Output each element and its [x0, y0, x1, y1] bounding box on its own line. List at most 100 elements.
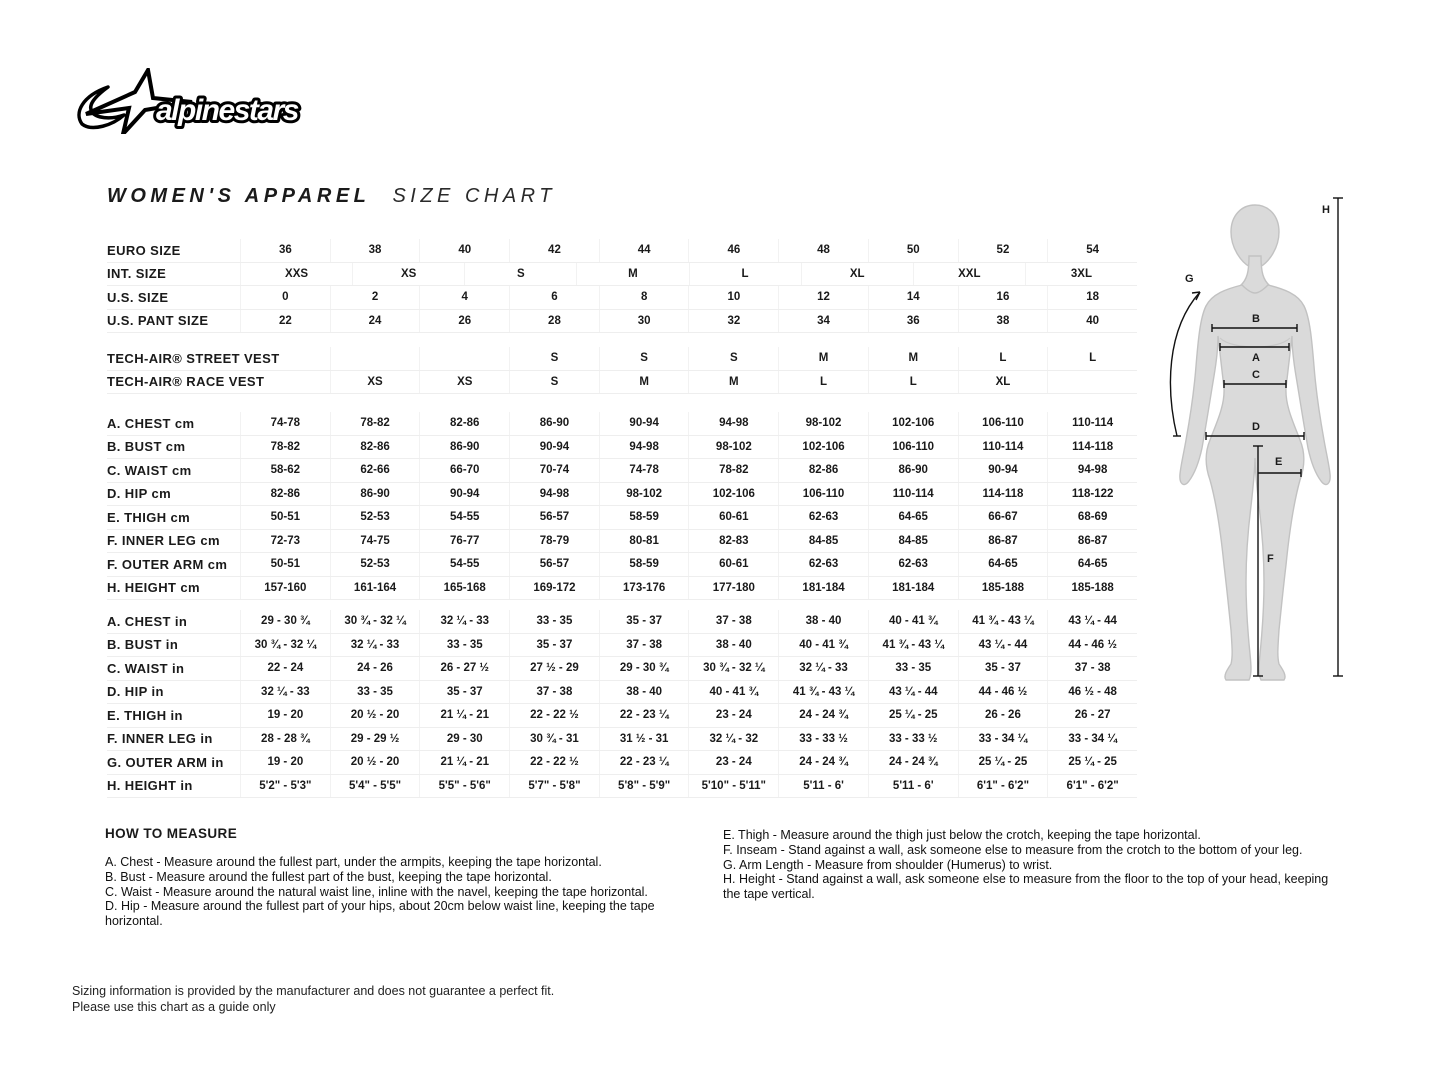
table-cell: 44 - 46 ½ — [1047, 633, 1137, 656]
table-cell: 60-61 — [688, 553, 778, 576]
table-cell: 43 ¼ - 44 — [867, 680, 958, 703]
table-cell: 44 — [598, 239, 689, 262]
table-cell: 60-61 — [688, 506, 778, 529]
size-table: EURO SIZE 36 38 40 42 44 46 48 50 52 54 INT. SIZE XX… — [107, 239, 1137, 798]
table-row: H. HEIGHT cm 157-160 161-164 165-168 169-172… — [107, 576, 1137, 600]
table-cell: 173-176 — [598, 576, 689, 599]
row-label: H. HEIGHT cm — [107, 580, 200, 596]
row-label: B. BUST cm — [107, 439, 186, 455]
table-cell: 30 ¾ - 32 ¼ — [329, 610, 420, 633]
hip-line — [1205, 432, 1305, 440]
table-cell: 33 - 33 ½ — [778, 727, 868, 750]
table-cell: 38 - 40 — [688, 633, 778, 656]
measure-item: G. Arm Length - Measure from shoulder (H… — [723, 857, 1053, 872]
table-cell: 32 ¼ - 33 — [419, 610, 509, 633]
row-label: E. THIGH in — [107, 707, 183, 723]
row-label: TECH-AIR® RACE VEST — [107, 374, 265, 390]
table-cell: 66-67 — [957, 506, 1048, 529]
table-cell: 50-51 — [240, 553, 330, 576]
table-cell: 33 - 34 ¼ — [957, 727, 1048, 750]
page-title-main: WOMEN'S APPAREL — [107, 185, 371, 207]
table-cell: XS — [419, 370, 509, 393]
table-cell: 21 ¼ - 21 — [419, 704, 509, 727]
figure-label-f: F — [1267, 553, 1274, 565]
table-row: U.S. SIZE 0 2 4 6 8 10 12 14 16 18 — [107, 286, 1137, 310]
measure-item: D. Hip - Measure around the fullest part… — [105, 899, 655, 929]
table-cell: 62-63 — [867, 553, 958, 576]
measure-item: B. Bust - Measure around the fullest par… — [105, 869, 552, 884]
table-cell: 41 ¾ - 43 ¼ — [867, 633, 958, 656]
table-cell: 34 — [778, 309, 868, 332]
table-cell: 22 - 22 ½ — [509, 751, 599, 774]
disclaimer-line-2: Please use this chart as a guide only — [72, 999, 276, 1014]
row-label: E. THIGH cm — [107, 509, 191, 525]
table-cell: 5'10" - 5'11" — [688, 774, 778, 797]
row-label: U.S. SIZE — [107, 289, 169, 305]
table-row: D. HIP cm 82-86 86-90 90-94 94-98 98-102 102-1… — [107, 482, 1137, 506]
table-cell: 64-65 — [1047, 553, 1137, 576]
table-cell: 26 — [419, 309, 509, 332]
table-cell: 98-102 — [688, 435, 778, 458]
table-cell: 19 - 20 — [240, 751, 330, 774]
table-section-gap — [107, 600, 1137, 610]
table-cell: 62-63 — [778, 553, 868, 576]
table-cell: 37 - 38 — [1047, 657, 1137, 680]
table-row: TECH-AIR® RACE VEST XS XS S M M L L XL — [107, 370, 1137, 394]
chest-line — [1219, 343, 1290, 351]
table-row: A. CHEST cm 74-78 78-82 82-86 86-90 90-94 94-9… — [107, 412, 1137, 436]
table-cell: 24 - 24 ¾ — [778, 751, 868, 774]
table-cell: 58-59 — [598, 506, 689, 529]
table-cell: 64-65 — [867, 506, 958, 529]
table-cell: 165-168 — [419, 576, 509, 599]
table-row: G. OUTER ARM in 19 - 20 20 ½ - 20 21 ¼ - 21… — [107, 751, 1137, 775]
table-cell: 50 — [867, 239, 958, 262]
table-cell: 19 - 20 — [240, 704, 330, 727]
table-cell: 56-57 — [509, 553, 599, 576]
table-cell: 118-122 — [1047, 482, 1137, 505]
table-cell: 36 — [867, 309, 958, 332]
how-to-measure-left: HOW TO MEASURE A. Chest - Measure around… — [105, 826, 705, 929]
row-label: B. BUST in — [107, 637, 179, 653]
table-cell: 48 — [778, 239, 868, 262]
table-cell: 30 ¾ - 32 ¼ — [240, 633, 330, 656]
table-cell: 106-110 — [957, 412, 1048, 435]
table-cell: 52 — [957, 239, 1048, 262]
table-cell: 40 - 41 ¾ — [867, 610, 958, 633]
row-label: INT. SIZE — [107, 266, 167, 282]
measure-item: C. Waist - Measure around the natural wa… — [105, 884, 648, 899]
table-section-inches: A. CHEST in 29 - 30 ¾ 30 ¾ - 32 ¼ 32 ¼ - 33… — [107, 610, 1137, 798]
table-cell: 10 — [688, 286, 778, 309]
row-label: G. OUTER ARM in — [107, 754, 224, 770]
table-cell: 102-106 — [688, 482, 778, 505]
table-cell: 40 — [1047, 309, 1137, 332]
logo-wordmark-outline: alpinestars — [156, 94, 299, 127]
table-cell: 169-172 — [509, 576, 599, 599]
table-cell: 32 ¼ - 32 — [688, 727, 778, 750]
table-section-techair: TECH-AIR® STREET VEST S S S M M L L TECH-AIR® RA… — [107, 347, 1137, 394]
table-cell: 185-188 — [957, 576, 1048, 599]
table-cell: 37 - 38 — [509, 680, 599, 703]
table-cell: XL — [800, 262, 913, 285]
table-cell: L — [1047, 347, 1137, 370]
table-cell: 38 — [957, 309, 1048, 332]
table-cell: M — [778, 347, 868, 370]
how-to-measure-heading: HOW TO MEASURE — [105, 826, 238, 841]
table-cell: 70-74 — [509, 459, 599, 482]
table-cell: 29 - 30 — [419, 727, 509, 750]
table-cell: 14 — [867, 286, 958, 309]
table-row: D. HIP in 32 ¼ - 33 33 - 35 35 - 37 37 - 38 3… — [107, 680, 1137, 704]
table-cell: 38 - 40 — [598, 680, 689, 703]
table-row: E. THIGH cm 50-51 52-53 54-55 56-57 58-59 60-6… — [107, 506, 1137, 530]
table-cell: 12 — [778, 286, 868, 309]
table-cell: 25 ¼ - 25 — [1047, 751, 1137, 774]
table-cell: 82-83 — [688, 529, 778, 552]
row-label: D. HIP cm — [107, 486, 172, 502]
table-cell: 16 — [957, 286, 1048, 309]
table-cell: 6 — [509, 286, 599, 309]
table-cell: 22 - 23 ¼ — [598, 704, 689, 727]
table-cell: 8 — [598, 286, 689, 309]
figure-label-g: G — [1185, 273, 1194, 285]
table-cell: 6'1" - 6'2" — [1047, 774, 1137, 797]
inseam-line — [1253, 445, 1263, 677]
